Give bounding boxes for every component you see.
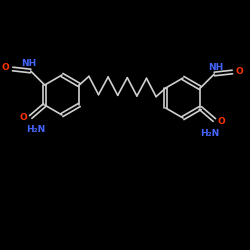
- Text: H₂N: H₂N: [200, 128, 219, 138]
- Text: H₂N: H₂N: [26, 126, 45, 134]
- Text: O: O: [236, 66, 243, 76]
- Text: O: O: [2, 64, 10, 72]
- Text: NH: NH: [21, 60, 36, 68]
- Text: O: O: [20, 114, 28, 122]
- Text: NH: NH: [208, 62, 223, 72]
- Text: O: O: [218, 116, 225, 126]
